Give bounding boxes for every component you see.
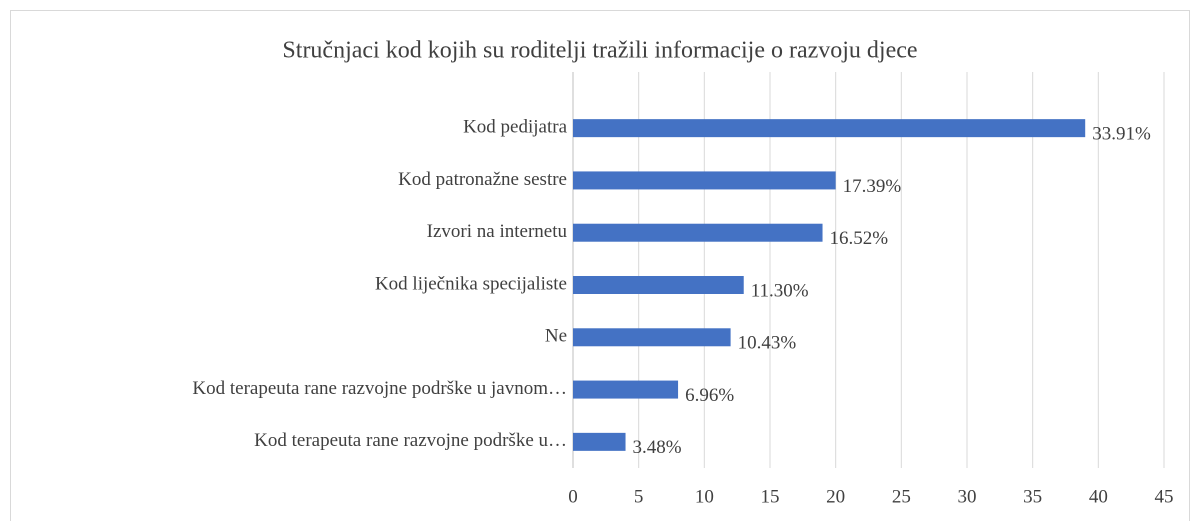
x-tick-label: 15 — [761, 486, 780, 507]
data-label: 3.48% — [633, 437, 682, 458]
x-tick-label: 35 — [1023, 486, 1042, 507]
y-tick-label: Kod terapeuta rane razvojne podrške u ja… — [192, 378, 567, 399]
data-label: 10.43% — [738, 333, 797, 354]
x-tick-label: 30 — [958, 486, 977, 507]
y-tick-label: Kod terapeuta rane razvojne podrške u… — [254, 430, 567, 451]
x-tick-label: 20 — [826, 486, 845, 507]
y-tick-label: Izvori na internetu — [427, 221, 568, 242]
x-tick-label: 0 — [568, 486, 578, 507]
chart-title: Stručnjaci kod kojih su roditelji tražil… — [282, 38, 917, 64]
bar — [573, 328, 731, 347]
bar — [573, 223, 823, 242]
x-tick-label: 5 — [634, 486, 644, 507]
bar — [573, 119, 1086, 138]
y-tick-label: Kod patronažne sestre — [398, 169, 567, 190]
bar — [573, 380, 679, 399]
x-tick-label: 40 — [1089, 486, 1108, 507]
y-tick-label: Ne — [545, 326, 567, 347]
x-tick-label: 45 — [1155, 486, 1174, 507]
data-label: 33.91% — [1092, 124, 1151, 145]
x-tick-label: 25 — [892, 486, 911, 507]
bar — [573, 432, 626, 451]
y-tick-label: Kod liječnika specijaliste — [375, 273, 567, 294]
data-label: 16.52% — [830, 228, 889, 249]
x-tick-label: 10 — [695, 486, 714, 507]
y-tick-label: Kod pedijatra — [463, 117, 568, 138]
data-label: 6.96% — [685, 385, 734, 406]
bar — [573, 276, 744, 294]
data-label: 11.30% — [751, 280, 809, 301]
bar — [573, 171, 836, 190]
data-label: 17.39% — [843, 176, 902, 197]
